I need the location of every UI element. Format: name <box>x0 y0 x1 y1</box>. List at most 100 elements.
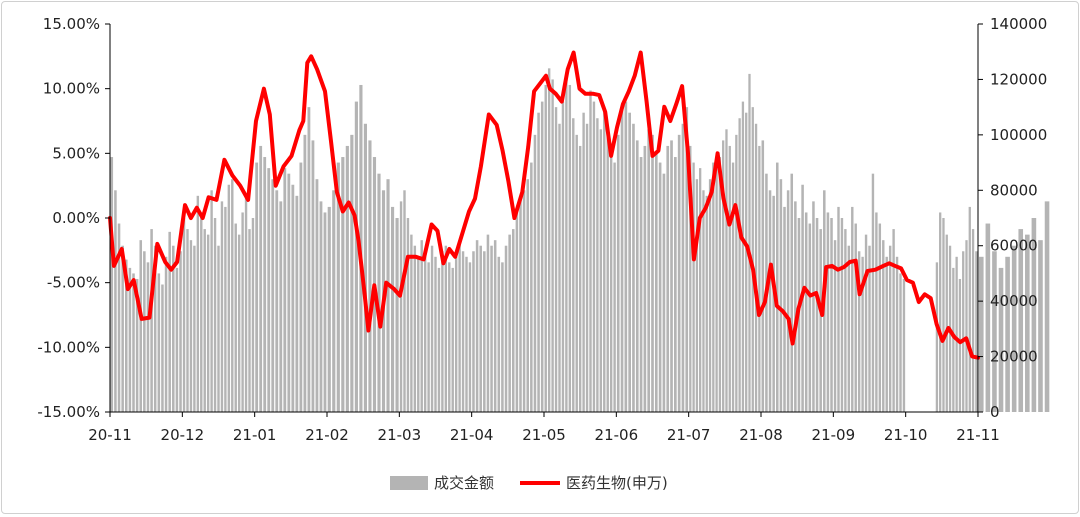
x-tick-label: 21-02 <box>305 426 349 444</box>
turnover-bar <box>406 218 410 412</box>
turnover-bar <box>465 256 468 412</box>
turnover-bar <box>596 118 599 412</box>
turnover-bar <box>572 118 575 412</box>
turnover-bar <box>508 234 511 412</box>
turnover-bar <box>639 157 643 412</box>
turnover-bar <box>830 218 833 412</box>
turnover-bar <box>857 251 861 412</box>
turnover-bar <box>833 240 837 412</box>
turnover-bar <box>851 206 854 412</box>
turnover-bar <box>715 168 718 412</box>
turnover-bar <box>692 162 695 412</box>
right-tick-label: 0 <box>990 403 1000 421</box>
turnover-bar <box>978 256 984 412</box>
turnover-bar <box>224 206 227 412</box>
turnover-bar <box>368 140 372 412</box>
turnover-bar <box>200 212 203 412</box>
turnover-bar <box>454 256 458 412</box>
turnover-bar <box>939 212 942 412</box>
turnover-bar <box>674 157 677 412</box>
turnover-bar <box>606 134 609 413</box>
turnover-bar <box>1011 245 1017 412</box>
turnover-bar <box>164 256 168 412</box>
turnover-bar <box>888 245 892 412</box>
turnover-bar <box>748 73 751 412</box>
turnover-bar <box>662 173 666 412</box>
turnover-bar <box>231 179 234 412</box>
x-tick-label: 21-05 <box>522 426 566 444</box>
turnover-bar <box>935 262 939 412</box>
left-tick-label: -10.00% <box>37 338 100 356</box>
turnover-bar <box>695 179 699 412</box>
turnover-bar <box>779 179 783 412</box>
turnover-bar <box>522 190 526 412</box>
turnover-bar <box>624 101 628 412</box>
turnover-bar <box>708 179 712 412</box>
turnover-bar <box>444 245 448 412</box>
turnover-bar <box>844 229 847 412</box>
turnover-bar <box>327 206 331 412</box>
turnover-bar <box>121 245 124 412</box>
turnover-bar <box>363 123 367 413</box>
turnover-bar <box>643 145 647 412</box>
turnover-bar <box>804 212 808 412</box>
turnover-bar <box>341 157 345 412</box>
line-series-layer <box>108 50 980 360</box>
turnover-bar <box>220 201 224 412</box>
turnover-bar <box>702 190 705 412</box>
turnover-bar <box>651 134 654 413</box>
turnover-bar <box>259 145 263 412</box>
turnover-bar <box>395 218 399 412</box>
turnover-bar <box>705 195 708 412</box>
turnover-bar <box>237 234 241 412</box>
turnover-bar <box>565 73 568 412</box>
turnover-bar <box>540 101 544 412</box>
right-tick-label: 40000 <box>990 292 1038 310</box>
turnover-bar <box>681 123 685 413</box>
turnover-bar <box>227 184 231 412</box>
line-series-pharma <box>108 50 980 360</box>
turnover-bar <box>790 173 794 412</box>
legend: 成交金额 医药生物(申万) <box>390 474 668 492</box>
turnover-bar <box>670 140 673 412</box>
turnover-bar <box>712 162 715 412</box>
turnover-bar <box>878 223 882 412</box>
turnover-bar <box>248 229 251 412</box>
turnover-bar <box>172 245 175 412</box>
turnover-bar <box>354 101 358 412</box>
turnover-bar <box>420 240 423 412</box>
turnover-bar <box>255 162 259 412</box>
turnover-bar <box>146 262 150 412</box>
turnover-bar <box>815 218 819 412</box>
turnover-bar <box>315 179 319 412</box>
turnover-bar <box>213 218 217 412</box>
turnover-bar <box>493 240 497 412</box>
turnover-bar <box>685 107 689 412</box>
x-tick-label: 21-10 <box>884 426 928 444</box>
turnover-bar <box>751 107 754 412</box>
turnover-bar <box>410 234 413 412</box>
turnover-bar <box>210 190 213 412</box>
turnover-bar <box>899 273 902 412</box>
turnover-bar <box>345 145 349 412</box>
turnover-bar <box>613 162 616 412</box>
x-tick-label: 20-12 <box>161 426 205 444</box>
turnover-bar <box>114 190 117 412</box>
turnover-bar <box>962 251 965 412</box>
right-tick-label: 140000 <box>990 15 1047 33</box>
turnover-bar <box>882 240 885 412</box>
turnover-bar <box>854 223 857 412</box>
turnover-bar <box>812 201 815 412</box>
turnover-bar <box>279 201 283 412</box>
turnover-bar <box>128 267 132 412</box>
turnover-bar <box>515 212 519 412</box>
turnover-bar <box>745 112 748 412</box>
turnover-bar <box>728 145 731 412</box>
turnover-bar <box>735 134 738 413</box>
turnover-bar <box>350 134 354 413</box>
left-tick-label: -5.00% <box>47 274 100 292</box>
legend-label-turnover: 成交金额 <box>434 474 494 492</box>
turnover-bar <box>826 212 830 412</box>
